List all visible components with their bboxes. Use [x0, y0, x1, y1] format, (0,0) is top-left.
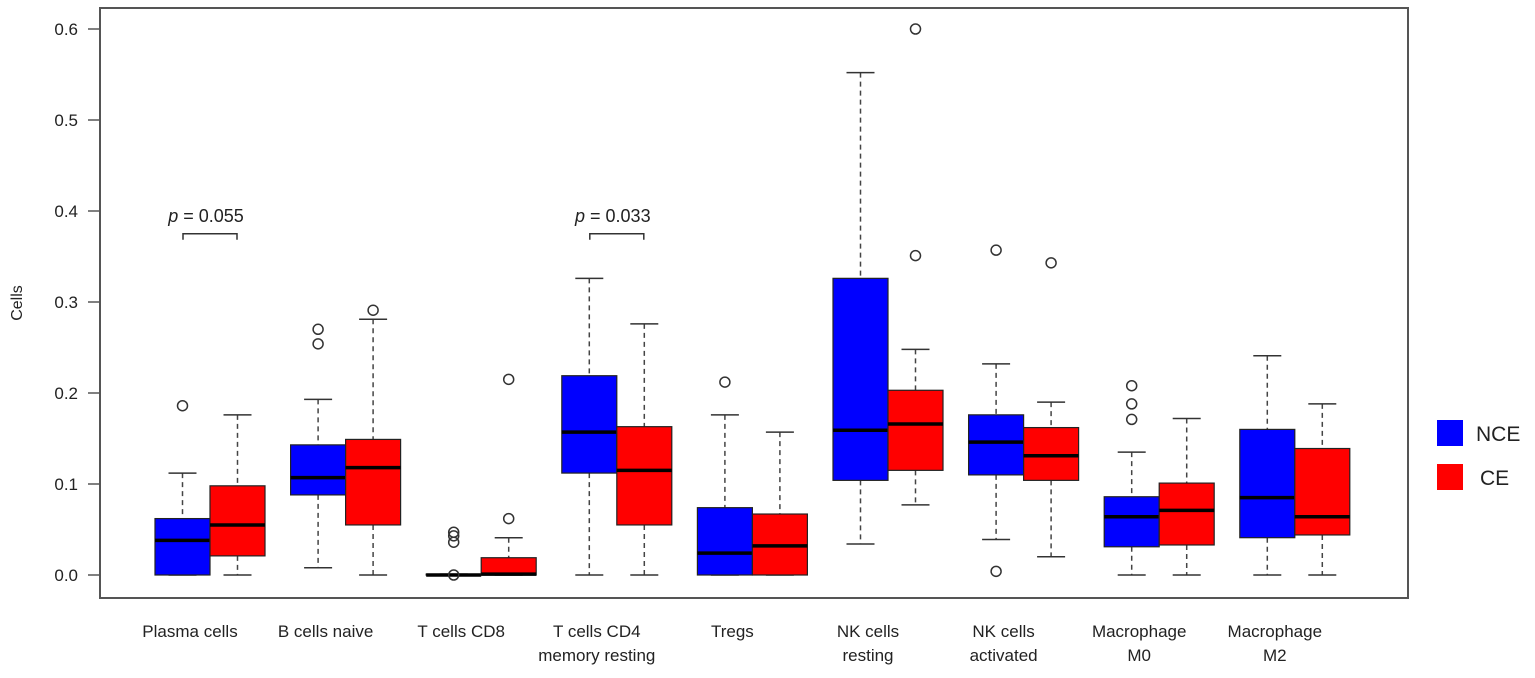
outlier-point [909, 249, 922, 262]
x-tick-label: activated [970, 646, 1038, 665]
y-tick-label: 0.3 [54, 293, 78, 312]
iqr-box [967, 414, 1025, 476]
p-symbol: p [574, 206, 585, 226]
box-ce [1022, 257, 1080, 558]
box-nce [290, 323, 347, 569]
box-ce [345, 304, 402, 576]
outlier-point [312, 338, 324, 350]
outlier-point [990, 565, 1002, 578]
box-ce [1294, 403, 1351, 576]
legend-swatch-ce [1437, 464, 1463, 490]
outlier-point [1125, 379, 1138, 392]
y-tick-label: 0.6 [54, 20, 78, 39]
box-nce [154, 399, 211, 576]
box-nce [1103, 379, 1160, 576]
legend: NCE CE [1437, 420, 1520, 490]
x-tick-label: NK cells [837, 622, 899, 641]
boxes [154, 23, 1351, 581]
iqr-box [1294, 447, 1351, 536]
x-tick-label: Tregs [711, 622, 754, 641]
box-ce [887, 23, 944, 506]
box-ce [751, 431, 809, 576]
outlier-point [312, 323, 324, 336]
iqr-box [832, 277, 889, 481]
box-ce [616, 323, 673, 576]
p-symbol: p [167, 206, 178, 226]
iqr-box [1158, 482, 1215, 546]
x-tick-label: T cells CD4 [553, 622, 641, 641]
p-value-label: p = 0.055 [167, 206, 244, 226]
outlier-point [719, 376, 731, 388]
outlier-point [447, 569, 460, 581]
x-tick-label: resting [842, 646, 893, 665]
iqr-box [209, 485, 266, 557]
outlier-point [447, 526, 460, 538]
p-value: = 0.055 [178, 206, 244, 226]
iqr-box [887, 389, 944, 471]
iqr-box [1022, 426, 1080, 481]
annotations: p = 0.055 p = 0.033 [167, 206, 651, 240]
box-nce [561, 277, 618, 576]
x-tick-label: NK cells [972, 622, 1034, 641]
outlier-point [1125, 413, 1138, 426]
outlier-point [502, 512, 515, 525]
outlier-point [176, 399, 189, 412]
x-tick-label: Plasma cells [142, 622, 237, 641]
legend-swatch-nce [1437, 420, 1463, 446]
y-axis: 0.0 0.1 0.2 0.3 0.4 0.5 0.6 [54, 20, 100, 585]
iqr-box [561, 375, 618, 474]
box-ce [209, 414, 266, 576]
iqr-box [345, 438, 402, 526]
outlier-point [447, 530, 460, 542]
x-tick-label: M2 [1263, 646, 1287, 665]
outlier-point [990, 244, 1002, 256]
box-nce [425, 526, 482, 581]
significance-bracket [589, 233, 645, 240]
iqr-box [696, 507, 754, 576]
x-axis-labels: Plasma cells B cells naive T cells CD8 T ce… [142, 622, 1322, 665]
iqr-box [1239, 428, 1296, 539]
iqr-box [154, 517, 211, 576]
x-tick-label: memory resting [538, 646, 655, 665]
plot-frame [99, 7, 1409, 599]
outlier-point [367, 304, 379, 316]
iqr-box [616, 426, 673, 526]
x-tick-label: Macrophage [1228, 622, 1323, 641]
box-nce [696, 376, 754, 576]
box-nce [967, 244, 1025, 578]
y-tick-label: 0.5 [54, 111, 78, 130]
x-tick-label: M0 [1127, 646, 1151, 665]
outlier-point [909, 23, 922, 35]
iqr-box [290, 444, 347, 496]
box-nce [832, 71, 889, 545]
iqr-box [1103, 496, 1160, 548]
box-ce [1158, 417, 1215, 576]
legend-label-ce: CE [1480, 467, 1509, 490]
y-tick-label: 0.4 [54, 202, 78, 221]
significance-bracket [182, 233, 238, 240]
y-axis-label: Cells [9, 285, 26, 321]
outlier-point [1045, 257, 1057, 269]
x-tick-label: B cells naive [278, 622, 373, 641]
y-tick-label: 0.2 [54, 384, 78, 403]
y-tick-label: 0.0 [54, 566, 78, 585]
outlier-point [1125, 398, 1138, 410]
p-value: = 0.033 [585, 206, 651, 226]
x-tick-label: Macrophage [1092, 622, 1187, 641]
box-ce [480, 373, 537, 576]
p-value-label: p = 0.033 [574, 206, 651, 226]
legend-label-nce: NCE [1476, 423, 1520, 446]
outlier-point [502, 373, 515, 386]
y-tick-label: 0.1 [54, 475, 78, 494]
box-nce [1239, 354, 1296, 576]
x-tick-label: T cells CD8 [417, 622, 505, 641]
